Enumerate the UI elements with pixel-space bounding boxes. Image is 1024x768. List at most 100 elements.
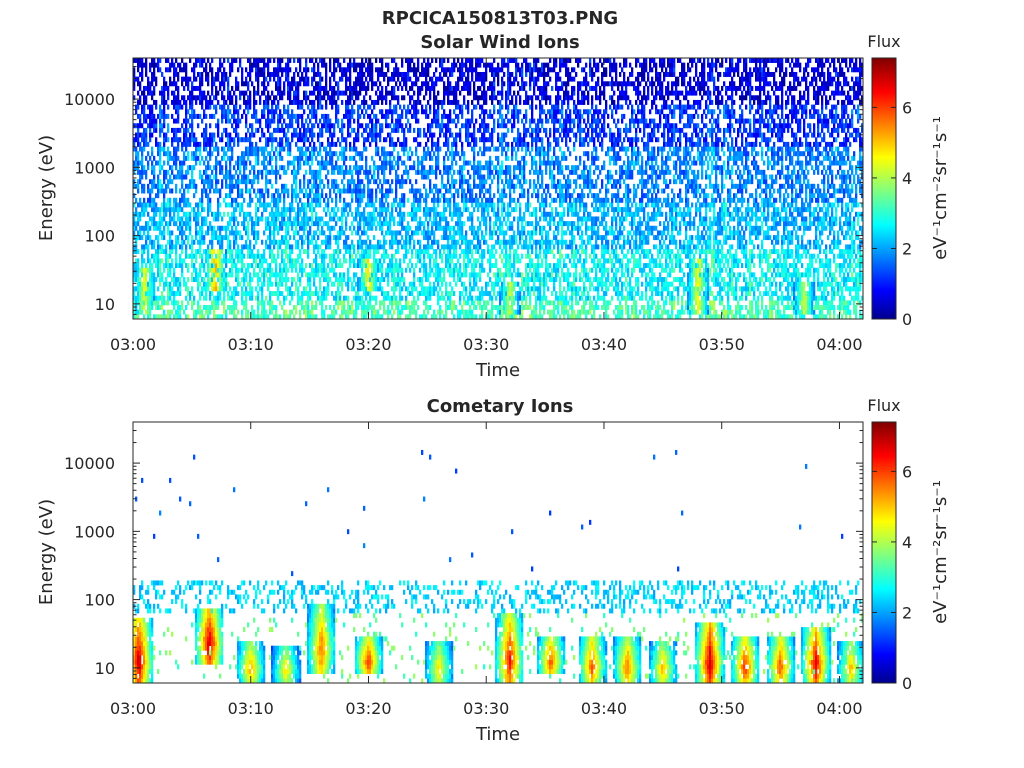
spectrogram-cell	[297, 277, 300, 283]
spectrogram-cell	[237, 277, 240, 283]
spectrogram-cell	[361, 253, 364, 259]
spectrogram-cell	[335, 160, 338, 166]
spectrogram-cell	[345, 90, 348, 96]
spectrogram-cell	[145, 169, 148, 175]
spectrogram-cell	[297, 272, 300, 278]
spectrogram-cell	[163, 109, 166, 115]
spectrogram-cell	[311, 160, 314, 166]
spectrogram-cell	[393, 272, 396, 278]
spectrogram-cell	[383, 235, 386, 241]
spectrogram-cell	[351, 146, 354, 152]
spectrogram-cell	[173, 155, 176, 161]
spectrogram-cell	[227, 193, 230, 199]
spectrogram-cell	[417, 202, 420, 208]
spectrogram-cell	[373, 235, 376, 241]
spectrogram-cell	[373, 249, 376, 255]
spectrogram-cell	[391, 179, 394, 185]
spectrogram-cell	[433, 197, 436, 203]
spectrogram-cell	[179, 160, 182, 166]
spectrogram-cell	[315, 314, 318, 320]
spectrogram-cell	[235, 202, 238, 208]
spectrogram-cell	[351, 305, 354, 310]
spectrogram-cell	[249, 239, 252, 245]
spectrogram-cell	[285, 188, 288, 194]
spectrogram-cell	[327, 202, 330, 208]
spectrogram-cell	[425, 90, 428, 96]
spectrogram-cell	[237, 155, 240, 161]
spectrogram-cell	[297, 155, 300, 161]
spectrogram-cell	[177, 202, 180, 208]
spectrogram-cell	[261, 90, 264, 96]
spectrogram-cell	[291, 225, 294, 231]
spectrogram-cell	[209, 95, 212, 101]
spectrogram-cell	[429, 207, 432, 213]
spectrogram-cell	[363, 249, 366, 255]
spectrogram-cell	[325, 71, 328, 77]
spectrogram-cell	[209, 239, 212, 245]
spectrogram-cell	[375, 123, 378, 129]
spectrogram-cell	[179, 309, 182, 315]
spectrogram-cell	[289, 95, 292, 101]
spectrogram-cell	[361, 62, 364, 68]
spectrogram-cell	[229, 295, 232, 301]
spectrogram-cell	[417, 118, 420, 124]
spectrogram-cell	[207, 99, 210, 105]
spectrogram-cell	[257, 314, 260, 320]
spectrogram-cell	[413, 197, 416, 203]
spectrogram-cell	[417, 225, 420, 231]
spectrogram-cell	[317, 202, 320, 208]
spectrogram-cell	[225, 263, 228, 269]
spectrogram-cell	[255, 272, 258, 278]
spectrogram-cell	[145, 67, 148, 73]
spectrogram-cell	[339, 141, 342, 147]
spectrogram-cell	[319, 160, 322, 166]
spectrogram-cell	[223, 286, 226, 292]
spectrogram-cell	[215, 160, 218, 166]
spectrogram-cell	[339, 295, 342, 301]
spectrogram-cell	[277, 85, 280, 91]
spectrogram-cell	[353, 188, 356, 194]
spectrogram-cell	[337, 249, 340, 255]
spectrogram-cell	[431, 239, 434, 245]
spectrogram-cell	[383, 151, 386, 157]
spectrogram-cell	[407, 221, 410, 227]
spectrogram-cell	[157, 188, 160, 194]
spectrogram-cell	[179, 174, 182, 180]
spectrogram-cell	[219, 67, 222, 73]
spectrogram-cell	[185, 67, 188, 73]
spectrogram-cell	[207, 267, 210, 273]
spectrogram-cell	[433, 207, 436, 213]
spectrogram-cell	[215, 272, 218, 278]
spectrogram-cell	[195, 137, 198, 143]
spectrogram-cell	[387, 277, 390, 283]
spectrogram-cell	[299, 249, 302, 255]
spectrogram-cell	[341, 305, 344, 310]
spectrogram-cell	[141, 286, 144, 292]
spectrogram-cell	[205, 165, 208, 171]
spectrogram-cell	[371, 76, 374, 82]
spectrogram-cell	[159, 258, 162, 264]
figure-title: RPCICA150813T03.PNG	[382, 8, 618, 29]
spectrogram-cell	[305, 188, 308, 194]
spectrogram-cell	[221, 225, 224, 231]
spectrogram-cell	[257, 263, 260, 269]
spectrogram-cell	[287, 58, 290, 63]
spectrogram-cell	[327, 123, 330, 129]
spectrogram-cell	[405, 71, 408, 77]
spectrogram-cell	[423, 81, 426, 87]
spectrogram-cell	[311, 183, 314, 189]
spectrogram-cell	[291, 249, 294, 255]
spectrogram-cell	[149, 267, 152, 273]
spectrogram-cell	[417, 165, 420, 171]
spectrogram-cell	[269, 244, 272, 250]
spectrogram-cell	[169, 155, 172, 161]
spectrogram-cell	[301, 118, 304, 124]
spectrogram-cell	[397, 118, 400, 124]
spectrogram-cell	[205, 104, 208, 110]
spectrogram-cell	[267, 267, 270, 273]
spectrogram-cell	[359, 295, 362, 301]
spectrogram-cell	[245, 104, 248, 110]
spectrogram-cell	[293, 99, 296, 105]
spectrogram-cell	[175, 235, 178, 241]
spectrogram-cell	[425, 109, 428, 115]
